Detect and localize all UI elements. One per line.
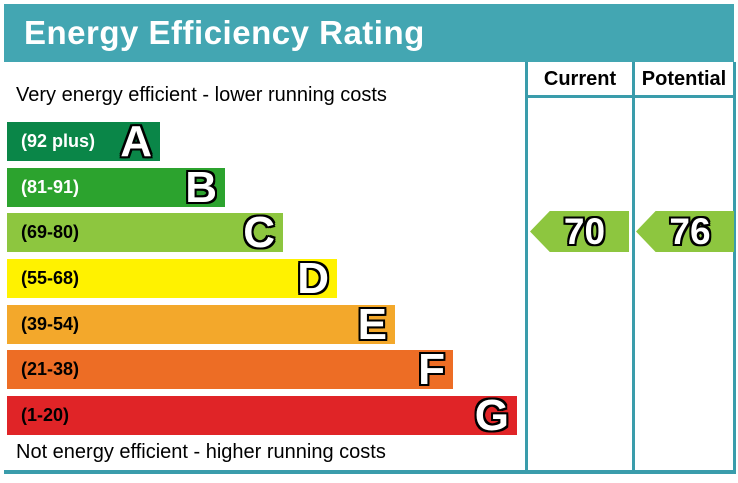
- band-g-letter: G: [474, 390, 509, 440]
- band-d-letter: D: [297, 253, 329, 303]
- band-a-range: (92 plus): [21, 131, 96, 151]
- band-f-letter: F: [418, 344, 445, 394]
- band-d-range: (55-68): [21, 268, 80, 288]
- potential-rating-arrow: 76: [636, 211, 734, 252]
- header-underline: [525, 95, 736, 98]
- column-header-potential: Potential: [641, 67, 727, 90]
- band-b: (81-91) B: [7, 162, 225, 212]
- band-c-range: (69-80): [21, 222, 80, 242]
- band-g: (1-20) G: [7, 390, 517, 440]
- band-d: (55-68) D: [7, 253, 337, 303]
- band-e-range: (39-54): [21, 314, 80, 334]
- current-rating-value: 70: [563, 211, 606, 252]
- table-divider-right: [733, 62, 736, 470]
- top-note: Very energy efficient - lower running co…: [16, 84, 387, 106]
- band-b-letter: B: [185, 162, 217, 212]
- current-rating-arrow: 70: [530, 211, 629, 252]
- band-a-letter: A: [120, 116, 152, 166]
- potential-rating-value: 76: [669, 211, 711, 252]
- band-f-range: (21-38): [21, 359, 80, 379]
- chart-title-bar: Energy Efficiency Rating: [4, 4, 734, 62]
- band-b-range: (81-91): [21, 177, 80, 197]
- band-g-range: (1-20): [21, 405, 70, 425]
- chart-title: Energy Efficiency Rating: [24, 14, 425, 51]
- band-c: (69-80) C: [7, 207, 283, 257]
- table-divider-middle: [632, 62, 635, 470]
- band-c-letter: C: [243, 207, 275, 257]
- band-e: (39-54) E: [7, 299, 395, 349]
- column-header-current: Current: [543, 67, 617, 90]
- band-e-letter: E: [357, 299, 387, 349]
- bottom-note: Not energy efficient - higher running co…: [16, 441, 386, 463]
- band-f: (21-38) F: [7, 344, 453, 394]
- table-divider-left: [525, 62, 528, 470]
- band-a: (92 plus) A: [7, 116, 160, 166]
- chart-bottom-border: [4, 470, 736, 474]
